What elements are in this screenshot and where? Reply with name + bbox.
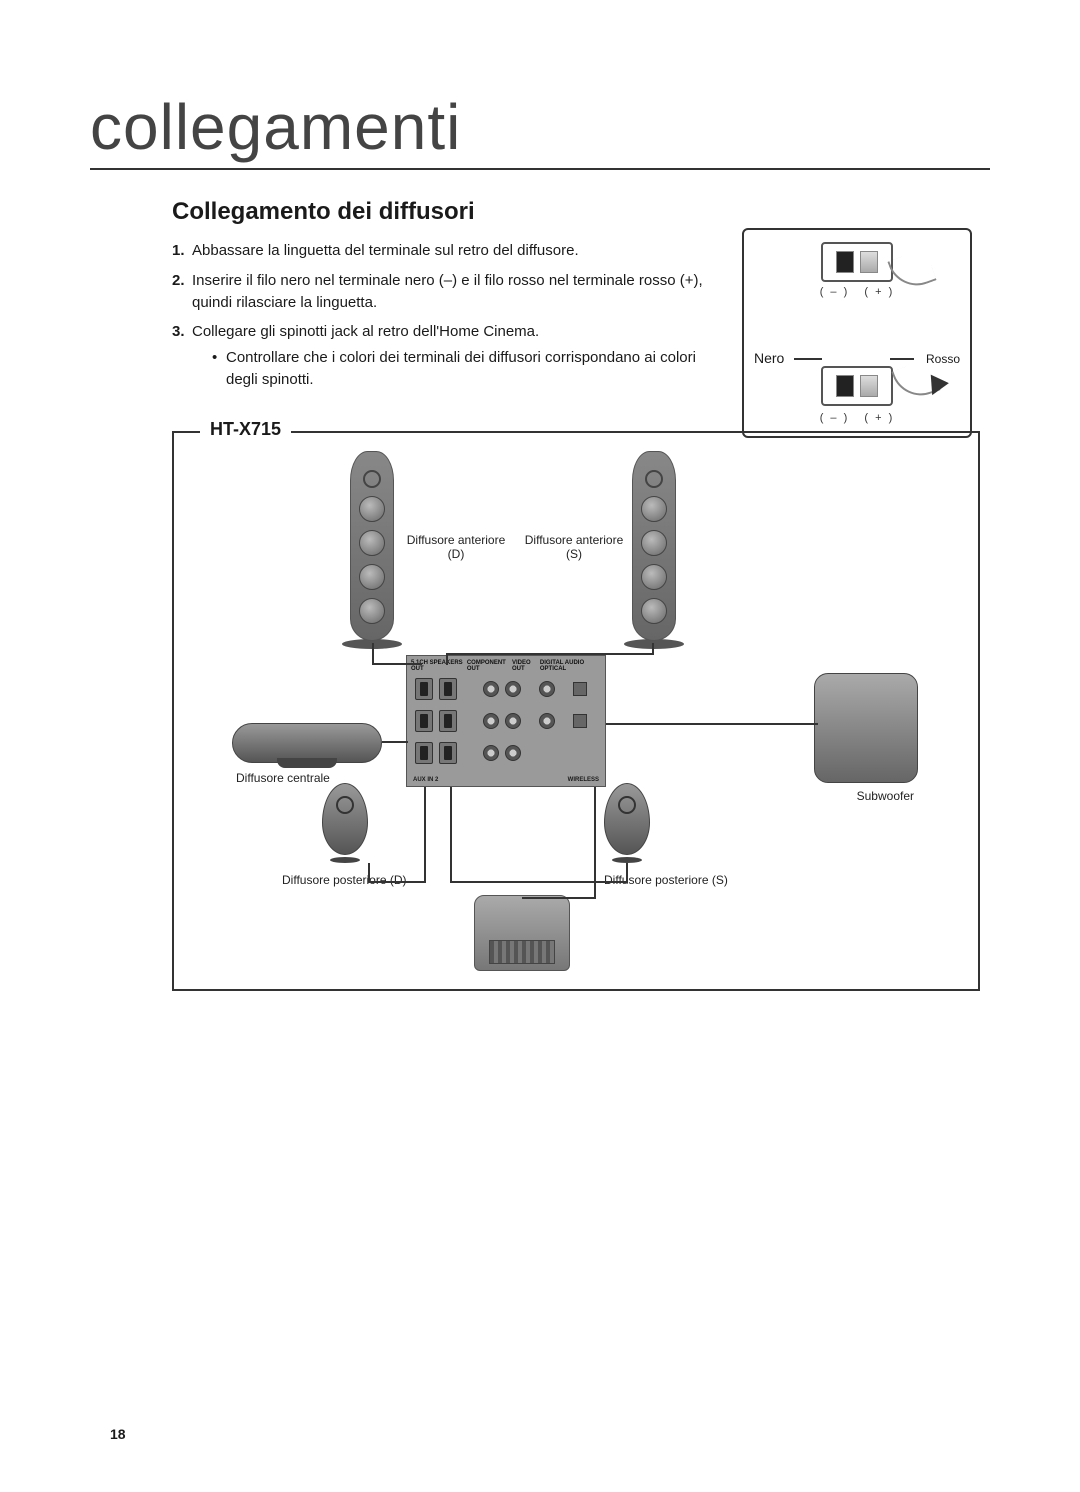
page-number: 18 — [110, 1426, 126, 1442]
instruction-step: 2. Inserire il filo nero nel terminale n… — [172, 270, 712, 314]
instruction-step: 1. Abbassare la linguetta del terminale … — [172, 240, 712, 262]
pos-sign: ( + ) — [864, 412, 894, 424]
wireless-receiver — [474, 895, 570, 971]
optical-port — [573, 714, 587, 728]
instructions-list: 1. Abbassare la linguetta del terminale … — [172, 240, 712, 391]
wiring-area: Diffusore anteriore (D) Diffusore anteri… — [174, 433, 978, 989]
terminal-callout-figure: ( – ) ( + ) Nero Rosso ( – ) ( + ) — [742, 228, 972, 438]
bp-h4: DIGITAL AUDIO OPTICAL — [540, 660, 601, 672]
wire — [446, 653, 654, 655]
rear-right-speaker — [322, 783, 368, 863]
pos-sign: ( + ) — [864, 286, 894, 298]
leader-line — [890, 358, 914, 360]
terminal-tab-neg — [836, 375, 854, 397]
optical-port — [573, 682, 587, 696]
leader-line — [794, 358, 822, 360]
wire — [606, 723, 818, 725]
speaker-port — [415, 742, 433, 764]
bp-f2: WIRELESS — [568, 777, 599, 783]
terminal-top — [821, 242, 893, 282]
section-title: Collegamento dei diffusori — [172, 198, 990, 226]
rca-port — [505, 745, 521, 761]
rca-port — [483, 713, 499, 729]
step-number: 3. — [172, 321, 185, 343]
subwoofer-speaker — [814, 673, 918, 783]
bp-row — [415, 710, 587, 732]
rca-port — [505, 681, 521, 697]
instruction-step: 3. Collegare gli spinotti jack al retro … — [172, 321, 712, 390]
polarity-signs: ( – ) ( + ) — [820, 412, 895, 424]
step-sub-bullet: Controllare che i colori dei terminali d… — [212, 347, 712, 391]
neg-sign: ( – ) — [820, 286, 850, 298]
manual-page: collegamenti Collegamento dei diffusori … — [0, 0, 1080, 1492]
bp-row — [415, 742, 521, 764]
bp-row — [415, 678, 587, 700]
wire — [382, 741, 408, 743]
rca-port — [539, 681, 555, 697]
step-text: Collegare gli spinotti jack al retro del… — [192, 323, 539, 340]
wire — [450, 881, 628, 883]
wire — [626, 863, 628, 883]
center-label: Diffusore centrale — [236, 771, 330, 785]
front-right-label: Diffusore anteriore (D) — [406, 533, 506, 561]
rear-left-speaker — [604, 783, 650, 863]
step-text: Abbassare la linguetta del terminale sul… — [192, 242, 579, 259]
backpanel-header: 5.1CH SPEAKERS OUT COMPONENT OUT VIDEO O… — [411, 660, 601, 672]
terminal-tab-pos — [860, 251, 878, 273]
front-left-label: Diffusore anteriore (S) — [524, 533, 624, 561]
terminal-tab-pos — [860, 375, 878, 397]
bp-h3: VIDEO OUT — [512, 660, 540, 672]
rca-port — [505, 713, 521, 729]
nero-label: Nero — [754, 350, 784, 366]
subwoofer-label: Subwoofer — [857, 789, 914, 803]
polarity-signs: ( – ) ( + ) — [820, 286, 895, 298]
amplifier-back-panel: 5.1CH SPEAKERS OUT COMPONENT OUT VIDEO O… — [406, 655, 606, 787]
wiring-diagram-frame: HT-X715 Diffusore anteriore (D) Diffusor… — [172, 431, 980, 991]
speaker-port — [439, 678, 457, 700]
step-number: 1. — [172, 240, 185, 262]
step-number: 2. — [172, 270, 185, 292]
rear-left-label: Diffusore posteriore (S) — [604, 873, 728, 887]
hand-icon — [887, 248, 936, 294]
wire — [368, 863, 370, 883]
speaker-port — [439, 742, 457, 764]
wire — [372, 643, 374, 665]
rear-right-label: Diffusore posteriore (D) — [282, 873, 407, 887]
bp-f1: AUX IN 2 — [413, 777, 438, 783]
rca-port — [483, 745, 499, 761]
bp-h1: 5.1CH SPEAKERS OUT — [411, 660, 467, 672]
wire — [594, 787, 596, 899]
speaker-port — [415, 710, 433, 732]
speaker-port — [439, 710, 457, 732]
neg-sign: ( – ) — [820, 412, 850, 424]
wire — [368, 881, 426, 883]
terminal-bottom — [821, 366, 893, 406]
wire — [446, 653, 448, 665]
wire — [424, 787, 426, 883]
wire — [450, 787, 452, 883]
chapter-title: collegamenti — [90, 90, 990, 170]
center-speaker — [232, 723, 382, 763]
wire — [522, 897, 596, 899]
bp-h2: COMPONENT OUT — [467, 660, 512, 672]
terminal-tab-neg — [836, 251, 854, 273]
front-right-speaker — [342, 451, 402, 649]
rca-port — [539, 713, 555, 729]
backpanel-footer: AUX IN 2 WIRELESS — [413, 777, 599, 783]
front-left-speaker — [624, 451, 684, 649]
speaker-port — [415, 678, 433, 700]
step-text: Inserire il filo nero nel terminale nero… — [192, 272, 703, 311]
rca-port — [483, 681, 499, 697]
wire — [372, 663, 422, 665]
